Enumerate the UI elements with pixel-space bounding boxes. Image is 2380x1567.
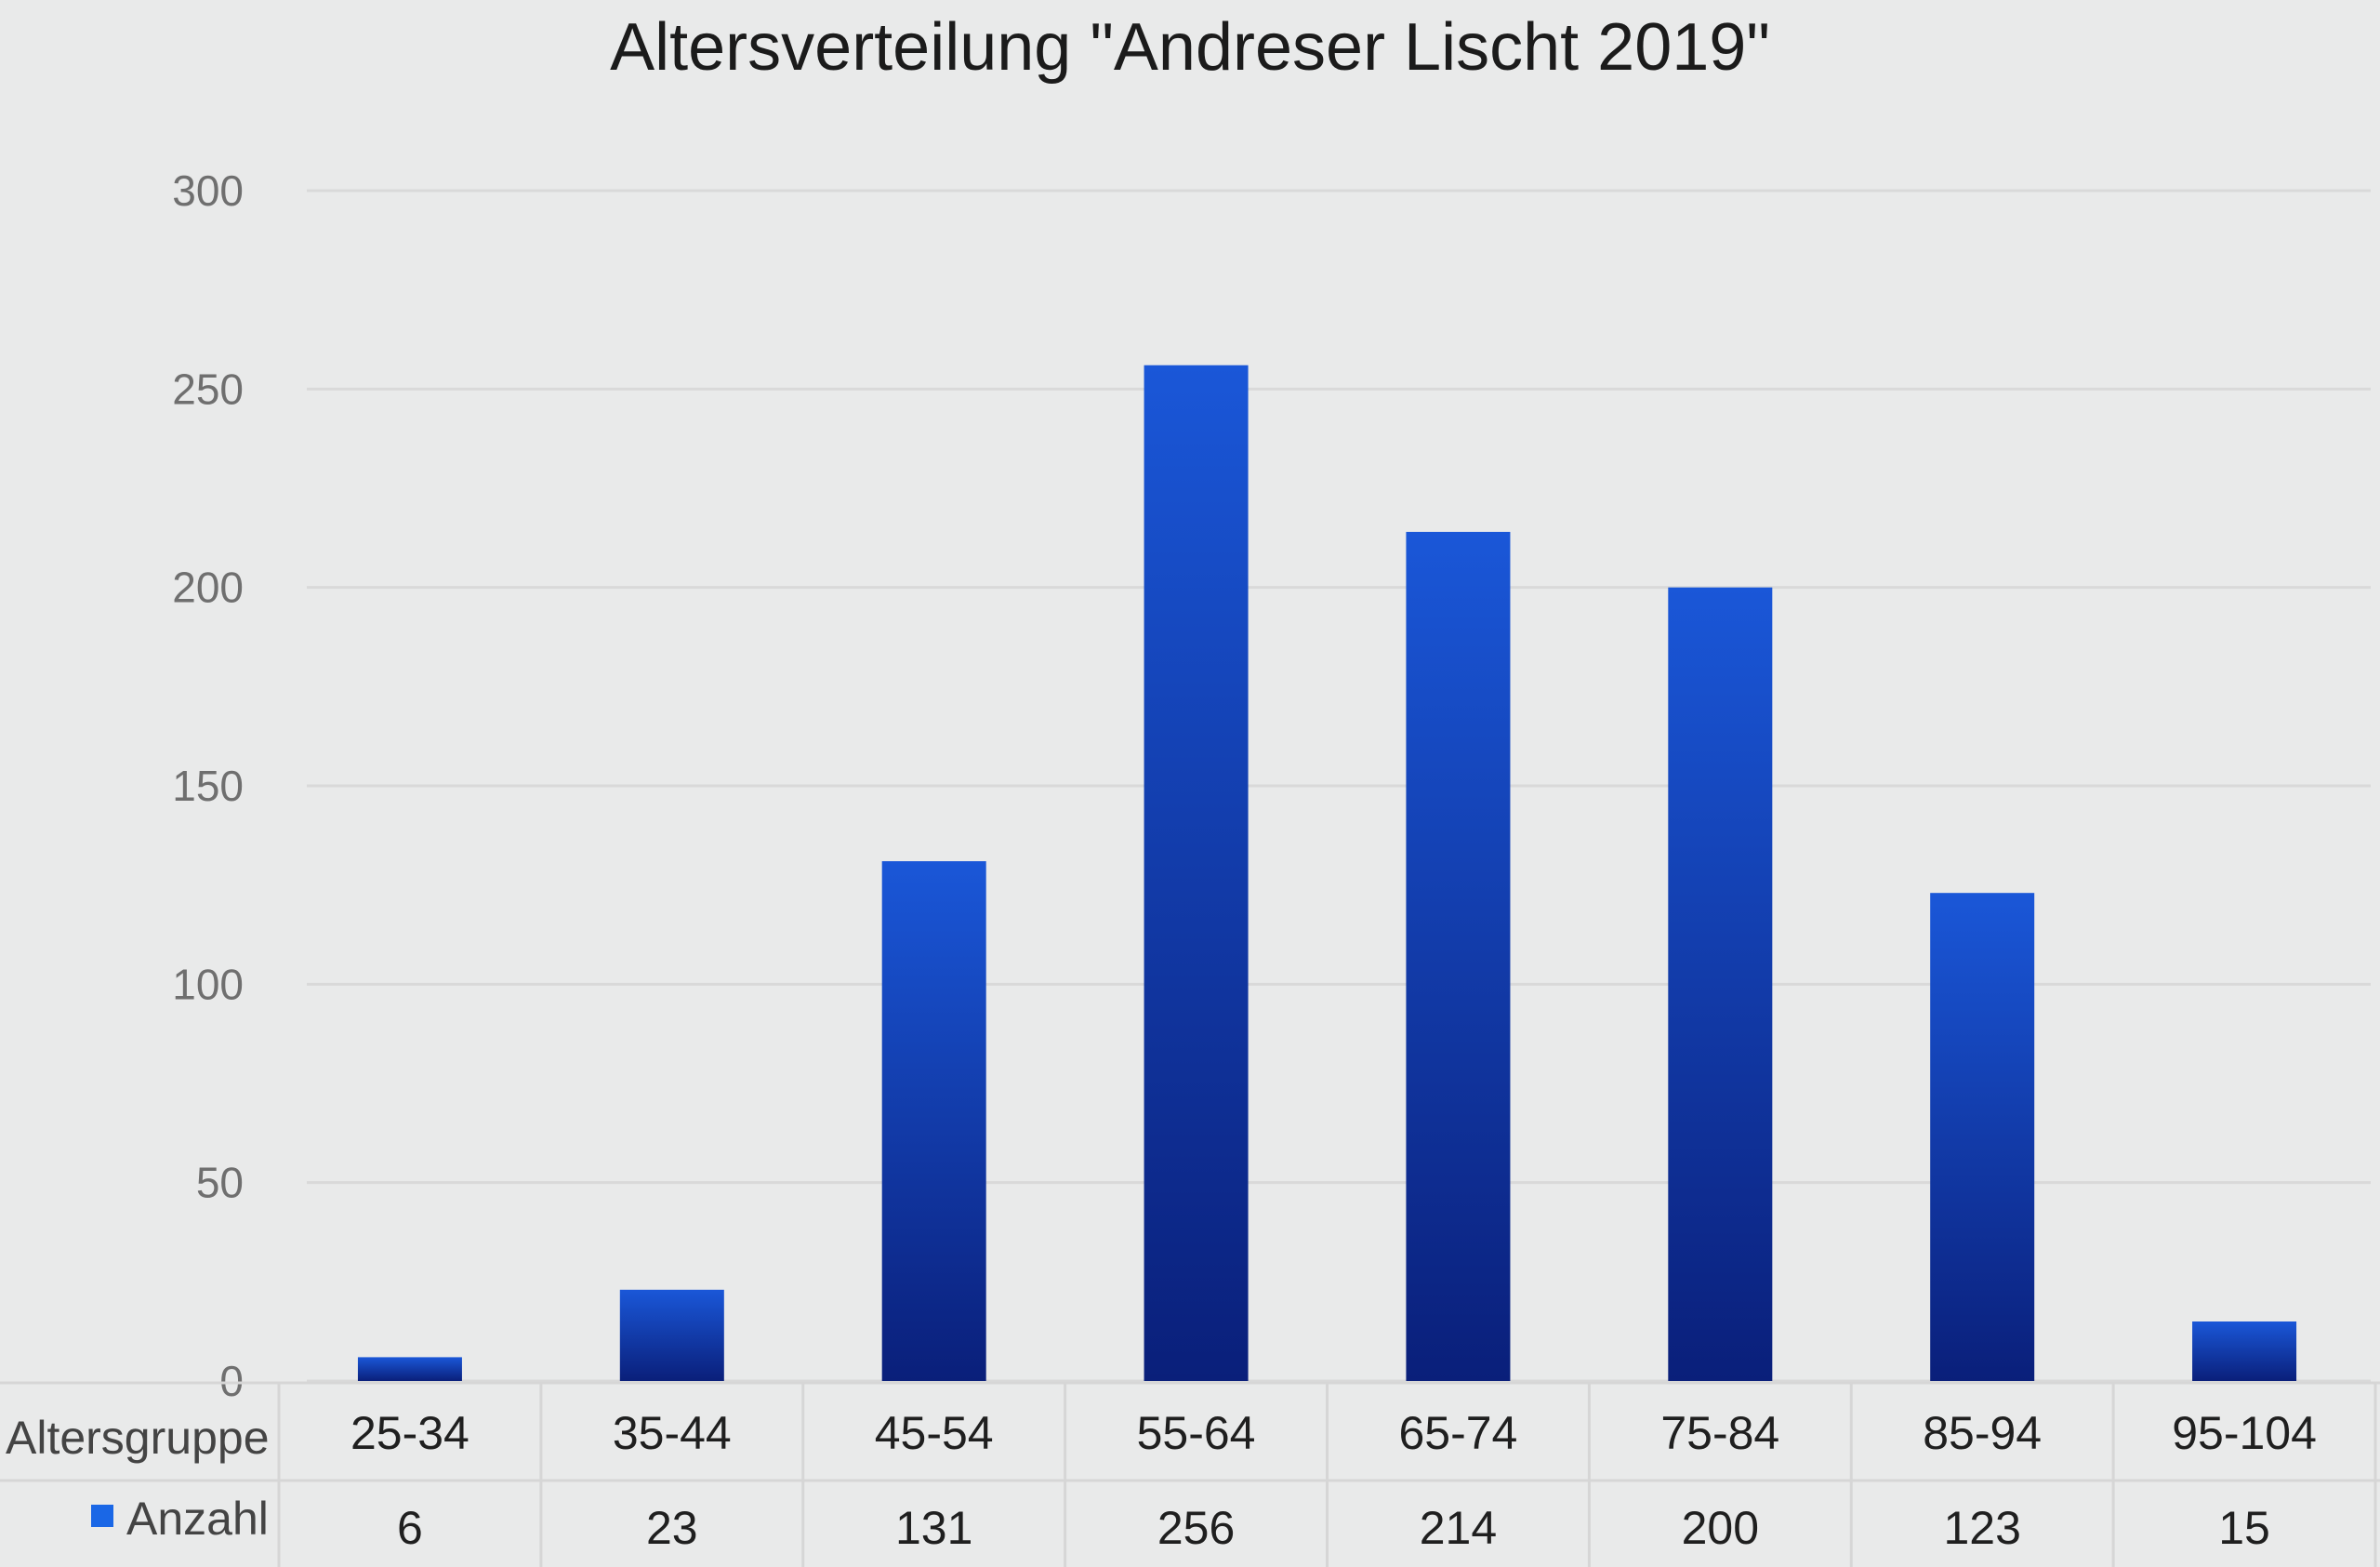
data-label: 123 xyxy=(1943,1502,2020,1554)
data-label: 6 xyxy=(397,1502,423,1554)
x-tick-label: 25-34 xyxy=(350,1407,469,1459)
data-table: Altersgruppe Anzahl 25-34 6 35-44 23 45-54 131 5… xyxy=(0,1381,2380,1567)
bars xyxy=(357,365,2297,1381)
y-tick-label: 100 xyxy=(172,960,244,1008)
data-label: 23 xyxy=(646,1502,698,1554)
legend-key-anzahl xyxy=(91,1505,113,1527)
data-label: 15 xyxy=(2218,1502,2270,1554)
data-label: 214 xyxy=(1420,1502,1497,1554)
x-tick-label: 95-104 xyxy=(2172,1407,2317,1459)
bar-75-84 xyxy=(1668,587,1773,1381)
y-tick-label: 0 xyxy=(219,1357,244,1405)
legend-label-anzahl: Anzahl xyxy=(126,1493,269,1545)
y-tick-label: 200 xyxy=(172,564,244,612)
y-tick-label: 300 xyxy=(172,166,244,215)
bar-55-64 xyxy=(1144,365,1249,1381)
data-label: 200 xyxy=(1682,1502,1759,1554)
data-label: 256 xyxy=(1157,1502,1235,1554)
x-tick-label: 65-74 xyxy=(1398,1407,1517,1459)
y-tick-label: 250 xyxy=(172,365,244,413)
bar-25-34 xyxy=(357,1357,462,1381)
bar-85-94 xyxy=(1930,893,2035,1381)
y-tick-label: 50 xyxy=(196,1159,244,1207)
x-tick-label: 75-84 xyxy=(1660,1407,1779,1459)
x-axis-label: Altersgruppe xyxy=(6,1412,270,1464)
bar-45-54 xyxy=(881,861,986,1381)
y-axis-ticks: 0 50 100 150 200 250 300 xyxy=(172,166,244,1405)
chart-title: Altersverteilung "Andreser Lischt 2019" xyxy=(610,10,1770,85)
bar-95-104 xyxy=(2192,1321,2297,1381)
y-tick-label: 150 xyxy=(172,762,244,810)
x-tick-label: 55-64 xyxy=(1137,1407,1256,1459)
x-tick-label: 35-44 xyxy=(613,1407,732,1459)
bar-65-74 xyxy=(1406,531,1511,1381)
bar-35-44 xyxy=(619,1289,724,1381)
gridlines xyxy=(307,189,2371,1383)
x-tick-label: 45-54 xyxy=(875,1407,994,1459)
x-tick-label: 85-94 xyxy=(1923,1407,2042,1459)
data-label: 131 xyxy=(895,1502,972,1554)
